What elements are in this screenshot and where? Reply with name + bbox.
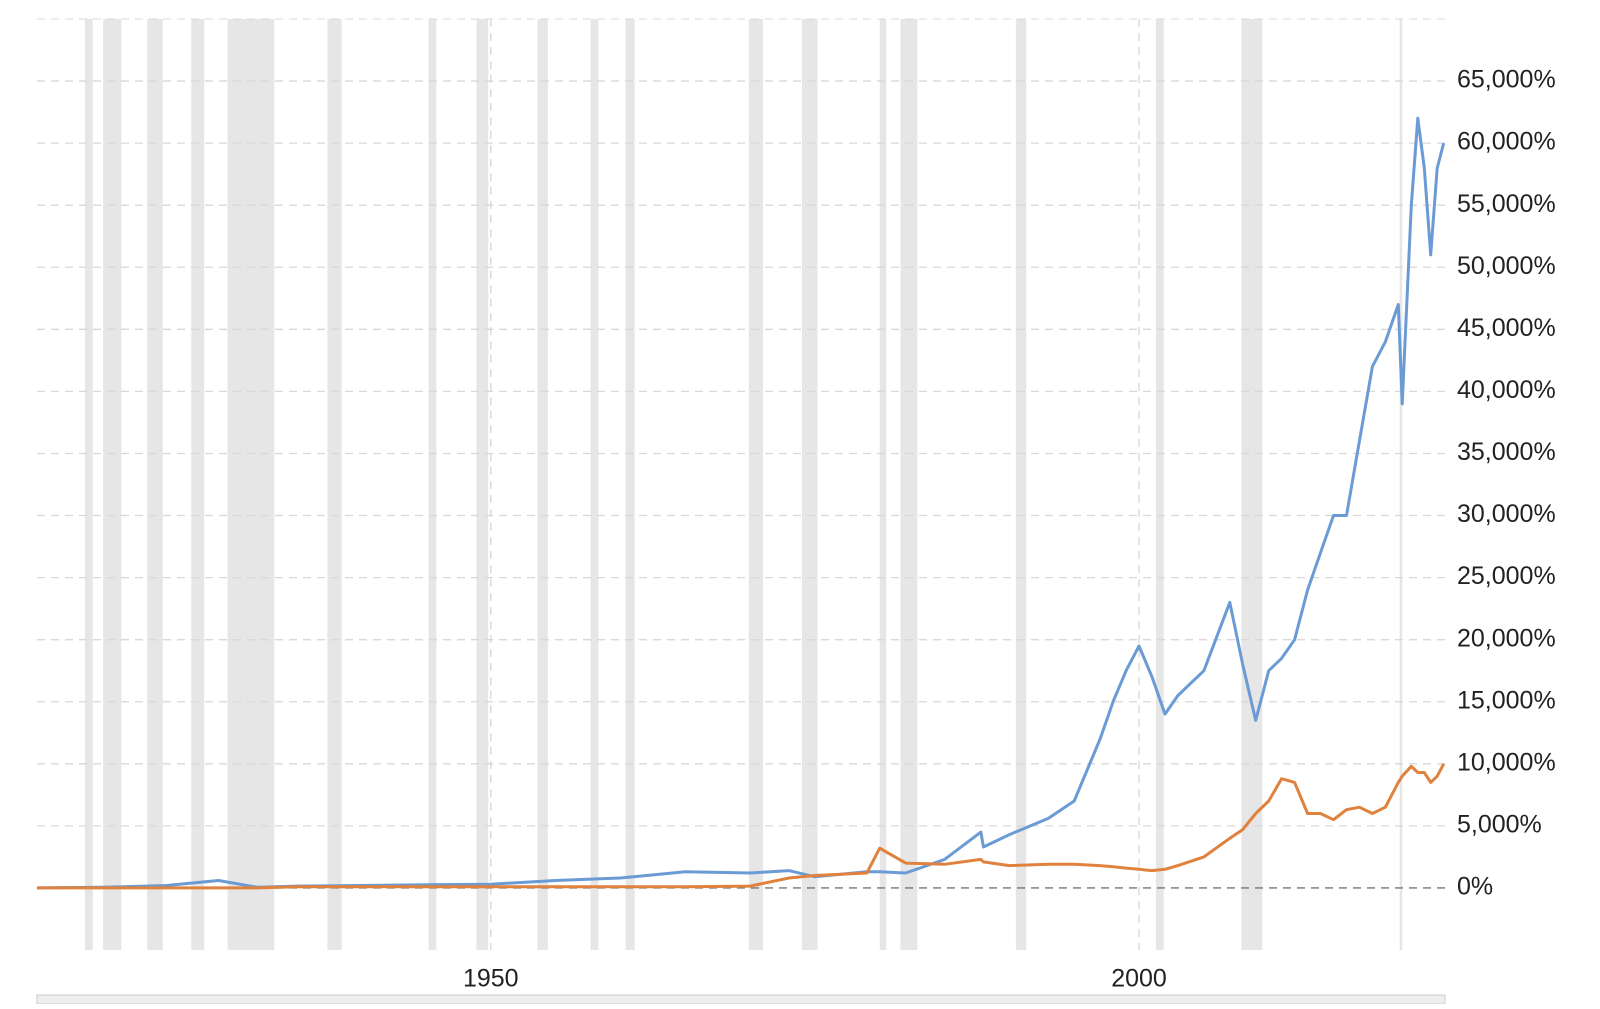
y-tick-label: 45,000% [1457,314,1556,342]
recession-band [147,19,163,950]
recession-band [748,19,764,950]
y-tick-label: 0% [1457,873,1493,901]
recession-band [476,19,489,950]
y-tick-label: 25,000% [1457,562,1556,590]
recession-band [103,19,122,950]
navigator [36,994,1446,1005]
series-line [37,763,1446,890]
recession-band [879,19,887,950]
y-tick-label: 50,000% [1457,252,1556,280]
recession-band [900,19,918,950]
recession-band [191,19,205,950]
recession-band [227,19,275,950]
y-tick-label: 5,000% [1457,810,1542,838]
y-tick-label: 55,000% [1457,190,1556,218]
x-tick-label: 2000 [1111,965,1167,993]
y-tick-label: 65,000% [1457,66,1556,94]
y-tick-label: 40,000% [1457,376,1556,404]
recession-band [801,19,818,950]
y-tick-label: 30,000% [1457,500,1556,528]
recession-band [1015,19,1027,950]
recession-band [84,19,93,950]
recession-band [1399,19,1403,950]
recession-band [537,19,548,950]
recession-band [590,19,599,950]
recession-band [428,19,437,950]
y-tick-label: 10,000% [1457,748,1556,776]
y-tick-label: 60,000% [1457,128,1556,156]
recession-band [1155,19,1164,950]
y-tick-label: 20,000% [1457,624,1556,652]
recession-band [625,19,635,950]
x-tick-label: 1950 [463,965,519,993]
recession-band [327,19,342,950]
series-line [36,116,1446,890]
y-tick-label: 35,000% [1457,438,1556,466]
y-tick-label: 15,000% [1457,686,1556,714]
